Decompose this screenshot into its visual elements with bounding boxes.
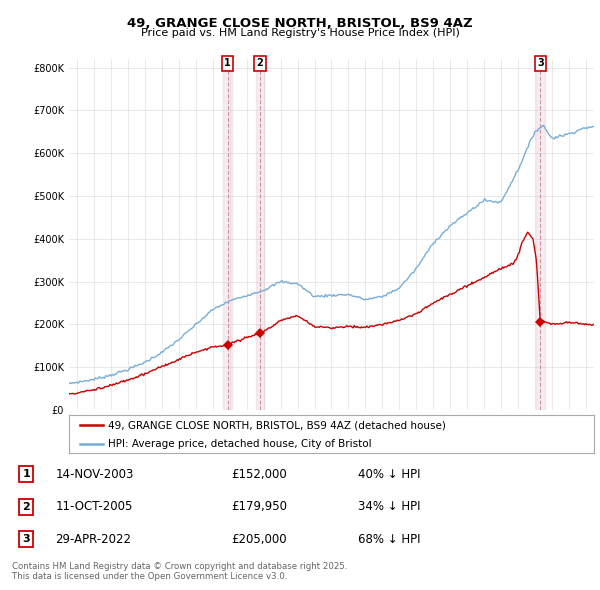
Text: 34% ↓ HPI: 34% ↓ HPI <box>358 500 420 513</box>
Text: 2: 2 <box>23 502 30 512</box>
Text: HPI: Average price, detached house, City of Bristol: HPI: Average price, detached house, City… <box>109 438 372 448</box>
Bar <box>536 59 545 410</box>
Text: 49, GRANGE CLOSE NORTH, BRISTOL, BS9 4AZ (detached house): 49, GRANGE CLOSE NORTH, BRISTOL, BS9 4AZ… <box>109 420 446 430</box>
Text: Price paid vs. HM Land Registry's House Price Index (HPI): Price paid vs. HM Land Registry's House … <box>140 28 460 38</box>
Text: 14-NOV-2003: 14-NOV-2003 <box>55 468 134 481</box>
Text: 49, GRANGE CLOSE NORTH, BRISTOL, BS9 4AZ: 49, GRANGE CLOSE NORTH, BRISTOL, BS9 4AZ <box>127 17 473 30</box>
Text: 3: 3 <box>23 535 30 545</box>
Text: 68% ↓ HPI: 68% ↓ HPI <box>358 533 420 546</box>
Text: 29-APR-2022: 29-APR-2022 <box>55 533 131 546</box>
Text: £179,950: £179,950 <box>231 500 287 513</box>
Text: 40% ↓ HPI: 40% ↓ HPI <box>358 468 420 481</box>
Text: Contains HM Land Registry data © Crown copyright and database right 2025.
This d: Contains HM Land Registry data © Crown c… <box>12 562 347 581</box>
Bar <box>223 59 232 410</box>
Text: £152,000: £152,000 <box>231 468 287 481</box>
Text: 11-OCT-2005: 11-OCT-2005 <box>55 500 133 513</box>
Text: 1: 1 <box>23 469 30 479</box>
Text: 3: 3 <box>537 58 544 68</box>
Text: 1: 1 <box>224 58 231 68</box>
Text: 2: 2 <box>257 58 263 68</box>
Text: £205,000: £205,000 <box>231 533 287 546</box>
Bar <box>256 59 264 410</box>
